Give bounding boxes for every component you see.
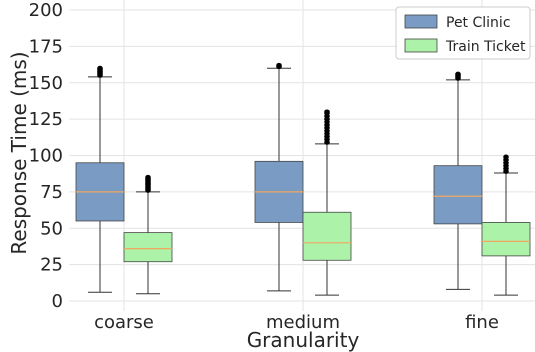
y-tick-label: 150 <box>29 73 63 94</box>
box-body <box>481 222 531 257</box>
outlier-point <box>324 109 330 115</box>
legend-swatch <box>404 14 438 29</box>
x-tick-label: fine <box>465 312 499 333</box>
box-body <box>123 232 173 263</box>
y-axis-ticks: 0 25 50 75 100 125 150 175 200 <box>29 0 63 312</box>
box-train-ticket-medium <box>302 109 352 296</box>
y-tick-label: 200 <box>29 0 63 21</box>
y-tick-label: 125 <box>29 109 63 130</box>
y-tick-label: 175 <box>29 36 63 57</box>
box-train-ticket-coarse <box>123 174 173 295</box>
legend-label: Train Ticket <box>445 39 526 55</box>
outlier-point <box>503 154 509 160</box>
box-train-ticket-fine <box>481 154 531 296</box>
legend-label: Pet Clinic <box>446 15 511 31</box>
y-tick-label: 25 <box>40 255 63 276</box>
outlier-point <box>145 174 151 180</box>
x-axis-ticks: coarse medium fine <box>94 312 499 333</box>
y-tick-label: 50 <box>40 218 63 239</box>
x-axis-label: Granularity <box>247 328 360 352</box>
outlier-point <box>97 65 103 71</box>
outlier-point <box>455 71 461 77</box>
box-plot-area <box>75 62 531 296</box>
x-tick-label: medium <box>266 312 340 333</box>
x-tick-label: coarse <box>94 312 154 333</box>
y-tick-label: 100 <box>29 146 63 167</box>
box-pet-clinic-medium <box>254 62 304 292</box>
box-body <box>302 211 352 261</box>
legend: Pet Clinic Train Ticket <box>395 6 531 60</box>
legend-swatch <box>404 38 438 53</box>
outlier-point <box>276 62 282 68</box>
box-body <box>433 165 483 225</box>
box-pet-clinic-fine <box>433 71 483 290</box>
y-axis-label: Response Time (ms) <box>7 51 31 254</box>
box-pet-clinic-coarse <box>75 65 125 293</box>
y-tick-label: 0 <box>52 291 63 312</box>
y-tick-label: 75 <box>40 182 63 203</box>
